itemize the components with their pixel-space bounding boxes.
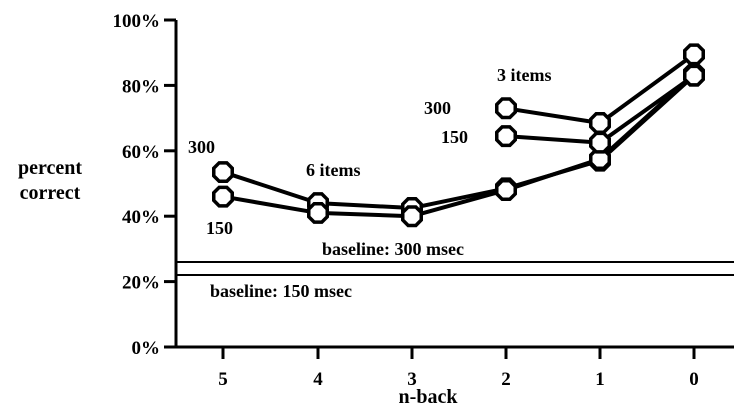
annotation-150-three-items: 150 [441, 127, 468, 147]
y-tick-label: 60% [122, 142, 160, 163]
y-tick-label: 20% [122, 273, 160, 294]
series-3-point [683, 43, 705, 66]
series-2-line [222, 72, 696, 219]
x-tick-label: 1 [595, 369, 605, 390]
y-tick-label: 100% [113, 11, 161, 32]
series-4-point [683, 64, 705, 87]
series-2-point [495, 179, 517, 202]
baselines: baseline: 300 msec baseline: 150 msec [176, 239, 734, 301]
annotation-3-items: 3 items [497, 65, 551, 85]
x-tick-label: 3 [407, 369, 417, 390]
series-2-point [307, 201, 329, 224]
series-1-point [212, 161, 234, 184]
series-2-point [589, 147, 611, 170]
series-3-point [495, 97, 517, 120]
x-tick-label: 0 [689, 369, 699, 390]
x-tick-label: 2 [501, 369, 511, 390]
annotation-300-six-items: 300 [188, 137, 215, 157]
series-2-point [212, 185, 234, 208]
annotation-300-three-items: 300 [424, 98, 451, 118]
y-tick-label: 80% [122, 76, 160, 97]
y-axis-label-line-2: correct [20, 182, 81, 204]
x-ticks: 5 4 3 2 1 0 [218, 347, 699, 390]
series-4-point [495, 125, 517, 148]
axes [174, 20, 734, 349]
x-tick-label: 4 [313, 369, 323, 390]
series-group [212, 43, 705, 228]
series-3-point [589, 112, 611, 134]
series-4-point [589, 131, 611, 154]
y-tick-label: 0% [132, 338, 161, 359]
y-tick-label: 40% [122, 207, 160, 228]
annotations: 6 items 300 150 3 items 300 150 [188, 65, 551, 238]
x-axis-label: n-back [399, 386, 459, 408]
y-ticks: 0% 20% 40% 60% 80% 100% [113, 11, 176, 359]
x-tick-label: 5 [218, 369, 228, 390]
annotation-6-items: 6 items [306, 160, 360, 180]
baseline-label: baseline: 150 msec [210, 281, 352, 301]
baseline-label: baseline: 300 msec [322, 239, 464, 259]
y-axis-label-line-1: percent [18, 157, 82, 179]
series-2-point [401, 205, 423, 228]
annotation-150-six-items: 150 [206, 218, 233, 238]
